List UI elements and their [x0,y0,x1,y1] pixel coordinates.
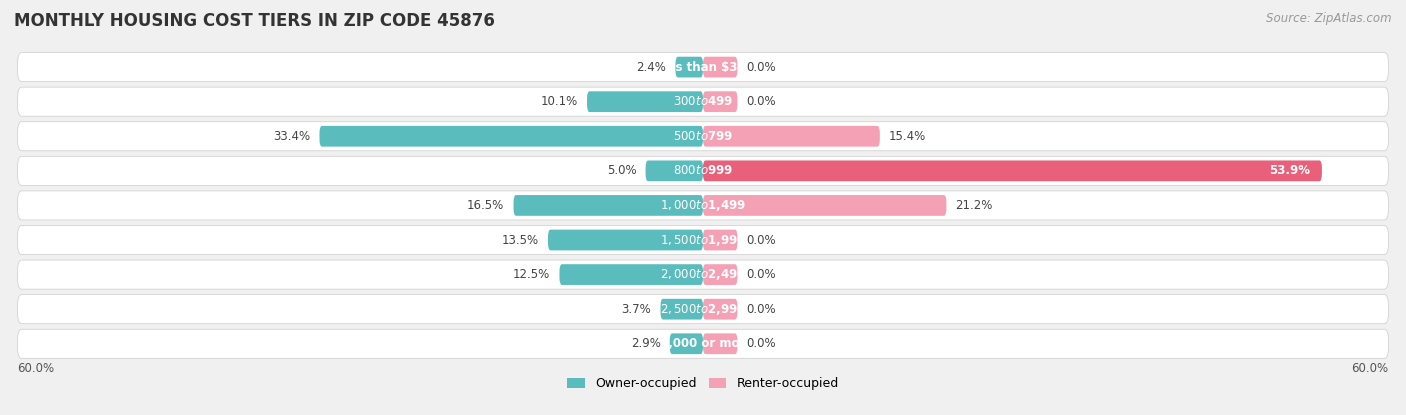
Text: 0.0%: 0.0% [747,234,776,247]
Text: 13.5%: 13.5% [502,234,538,247]
Text: 16.5%: 16.5% [467,199,505,212]
Text: 0.0%: 0.0% [747,61,776,73]
Text: Less than $300: Less than $300 [652,61,754,73]
FancyBboxPatch shape [548,229,703,250]
Text: 10.1%: 10.1% [540,95,578,108]
FancyBboxPatch shape [703,91,738,112]
FancyBboxPatch shape [703,264,738,285]
FancyBboxPatch shape [560,264,703,285]
Text: Source: ZipAtlas.com: Source: ZipAtlas.com [1267,12,1392,25]
Text: 3.7%: 3.7% [621,303,651,316]
FancyBboxPatch shape [669,333,703,354]
Text: 12.5%: 12.5% [513,268,550,281]
Text: 21.2%: 21.2% [956,199,993,212]
Text: 2.4%: 2.4% [637,61,666,73]
FancyBboxPatch shape [645,161,703,181]
FancyBboxPatch shape [661,299,703,320]
FancyBboxPatch shape [675,57,703,78]
Text: 0.0%: 0.0% [747,337,776,350]
FancyBboxPatch shape [17,87,1389,116]
Text: 0.0%: 0.0% [747,303,776,316]
FancyBboxPatch shape [17,156,1389,186]
Text: 0.0%: 0.0% [747,268,776,281]
FancyBboxPatch shape [17,329,1389,358]
Text: 15.4%: 15.4% [889,130,927,143]
FancyBboxPatch shape [703,229,738,250]
FancyBboxPatch shape [588,91,703,112]
Text: 53.9%: 53.9% [1270,164,1310,177]
FancyBboxPatch shape [703,161,1322,181]
FancyBboxPatch shape [703,299,738,320]
Text: $800 to $999: $800 to $999 [673,164,733,177]
FancyBboxPatch shape [17,225,1389,254]
Text: $1,500 to $1,999: $1,500 to $1,999 [659,232,747,247]
Text: 2.9%: 2.9% [631,337,661,350]
FancyBboxPatch shape [703,57,738,78]
Text: 60.0%: 60.0% [17,362,55,375]
Text: MONTHLY HOUSING COST TIERS IN ZIP CODE 45876: MONTHLY HOUSING COST TIERS IN ZIP CODE 4… [14,12,495,30]
FancyBboxPatch shape [17,53,1389,82]
FancyBboxPatch shape [319,126,703,146]
FancyBboxPatch shape [17,122,1389,151]
Text: $2,000 to $2,499: $2,000 to $2,499 [659,267,747,282]
Text: 33.4%: 33.4% [273,130,311,143]
Text: $300 to $499: $300 to $499 [673,95,733,108]
Text: $500 to $799: $500 to $799 [673,130,733,143]
FancyBboxPatch shape [17,295,1389,324]
FancyBboxPatch shape [703,333,738,354]
Legend: Owner-occupied, Renter-occupied: Owner-occupied, Renter-occupied [562,372,844,395]
Text: $3,000 or more: $3,000 or more [652,337,754,350]
Text: $1,000 to $1,499: $1,000 to $1,499 [659,198,747,213]
Text: 60.0%: 60.0% [1351,362,1389,375]
FancyBboxPatch shape [703,195,946,216]
FancyBboxPatch shape [513,195,703,216]
FancyBboxPatch shape [17,191,1389,220]
FancyBboxPatch shape [703,126,880,146]
Text: $2,500 to $2,999: $2,500 to $2,999 [659,302,747,317]
Text: 5.0%: 5.0% [607,164,637,177]
Text: 0.0%: 0.0% [747,95,776,108]
FancyBboxPatch shape [17,260,1389,289]
